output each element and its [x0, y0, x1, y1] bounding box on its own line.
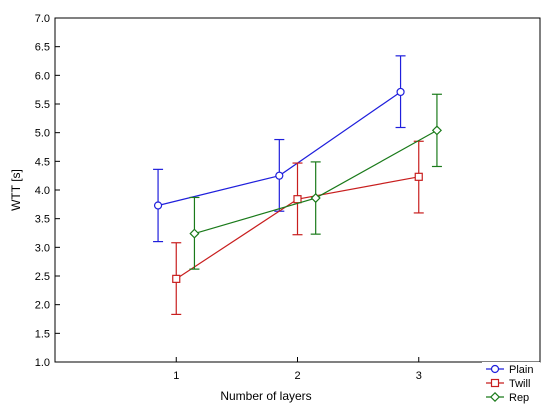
- x-tick-label: 1: [173, 370, 179, 382]
- x-axis-label: Number of layers: [220, 389, 311, 403]
- series-plain: [153, 55, 406, 243]
- legend-marker: [489, 391, 501, 403]
- legend-marker: [490, 364, 500, 374]
- legend-label: Twill: [509, 378, 530, 390]
- x-tick-label: 3: [416, 370, 422, 382]
- y-tick-label: 2.0: [35, 300, 50, 312]
- data-point: [293, 195, 302, 204]
- y-axis-ticks: 1.0 1.5 2.0 2.5 3.0 3.5 4.0 4.5 5.0 5.5 6.0 6.5 7.0: [35, 13, 60, 369]
- y-tick-label: 7.0: [35, 13, 50, 25]
- y-tick-label: 1.5: [35, 328, 50, 340]
- y-tick-label: 4.0: [35, 185, 50, 197]
- data-point: [153, 201, 163, 210]
- data-point: [431, 125, 442, 136]
- legend-marker: [490, 378, 500, 388]
- series-layer: [153, 55, 442, 316]
- series-rep: [189, 93, 442, 270]
- legend-item-rep: Rep: [486, 391, 529, 404]
- data-point: [189, 228, 200, 239]
- y-tick-label: 6.5: [35, 42, 50, 54]
- data-point: [172, 274, 181, 283]
- legend-item-twill: Twill: [486, 378, 530, 390]
- legend: Plain Twill Rep: [482, 362, 540, 406]
- legend-label: Plain: [509, 364, 533, 376]
- data-point: [396, 87, 405, 97]
- y-tick-label: 2.5: [35, 271, 50, 283]
- data-point: [310, 192, 321, 204]
- legend-label: Rep: [509, 392, 529, 404]
- y-tick-label: 1.0: [35, 357, 50, 369]
- y-tick-label: 5.5: [35, 99, 50, 111]
- y-axis-label: WTT [s]: [9, 169, 23, 211]
- series-twill: [171, 140, 424, 316]
- data-point: [275, 171, 284, 180]
- y-tick-label: 6.0: [35, 70, 50, 82]
- legend-item-plain: Plain: [486, 364, 533, 376]
- x-axis-ticks: 1 2 3: [173, 357, 422, 382]
- y-tick-label: 5.0: [35, 128, 50, 140]
- y-tick-label: 4.5: [35, 156, 50, 168]
- y-tick-label: 3.0: [35, 242, 50, 254]
- data-point: [414, 172, 423, 181]
- x-tick-label: 2: [294, 370, 300, 382]
- y-tick-label: 3.5: [35, 214, 50, 226]
